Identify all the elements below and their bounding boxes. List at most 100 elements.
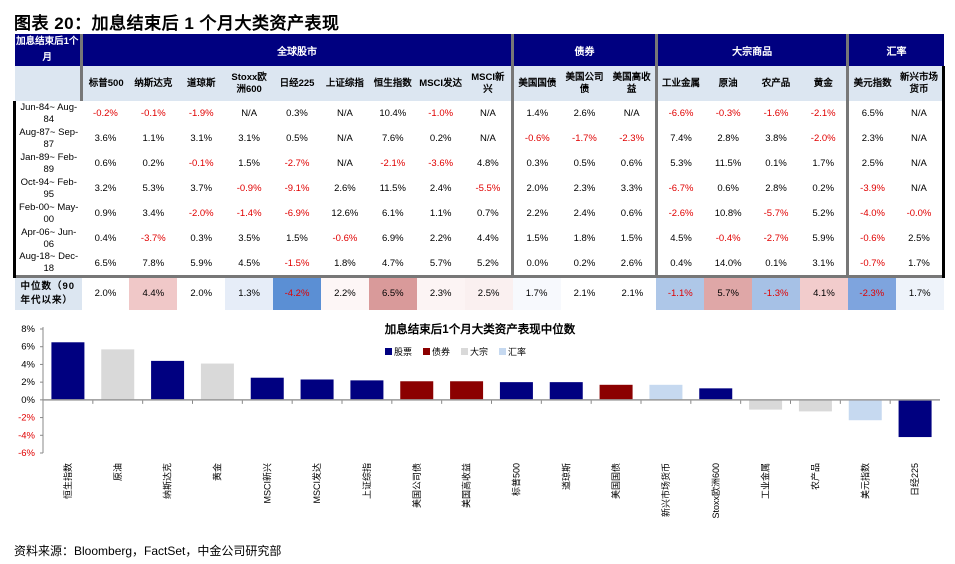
column-header: 黄金 (800, 66, 848, 101)
median-cell: 2.3% (416, 275, 465, 310)
value-cell: N/A (623, 108, 640, 119)
value-cell: 3.3% (620, 183, 643, 194)
period-cell: Apr-06~ Jun-06 (13, 226, 82, 251)
x-tick-label: 美国高收益 (461, 463, 472, 508)
bar (898, 399, 932, 438)
column-header: 美国高收益 (608, 66, 657, 101)
value-cell: -5.5% (475, 183, 501, 194)
value-cell: -0.1% (188, 158, 214, 169)
value-cell: -0.0% (895, 201, 946, 226)
x-tick-label: 原油 (112, 463, 123, 481)
value-cell: 5.9% (190, 257, 213, 269)
corner-header-blank (14, 66, 83, 101)
column-header: MSCI发达 (416, 66, 465, 101)
value-cell: -9.1% (284, 183, 310, 194)
value-cell: 10.4% (379, 108, 407, 119)
value-cell: 0.3% (286, 108, 308, 119)
value-cell: 0.6% (620, 158, 643, 169)
value-cell: -1.9% (188, 108, 214, 119)
value-cell: 2.6% (573, 108, 596, 119)
median-cell: -1.3% (752, 275, 800, 310)
value-cell: 3.7% (190, 183, 213, 194)
value-cell: 4.5% (654, 226, 705, 251)
column-header: Stoxx欧洲600 (225, 66, 274, 101)
x-tick-label: 道琼斯 (560, 463, 571, 490)
value-cell: 0.3% (511, 151, 561, 176)
value-cell: 1.7% (812, 158, 835, 169)
value-cell: -2.7% (763, 233, 789, 244)
median-cell: 2.0% (177, 275, 226, 310)
table-row: Feb-00~ May-00 0.9% 3.4% -2.0% -1.4% -6.9% 12.… (13, 201, 946, 226)
value-cell: 0.6% (620, 208, 643, 219)
x-tick-label: Stoxx欧洲600 (710, 463, 721, 519)
value-cell: N/A (479, 108, 496, 119)
period-cell: Jun-84~ Aug-84 (13, 101, 82, 126)
value-cell: 0.3% (190, 233, 213, 244)
bar (350, 380, 384, 400)
median-cell: 2.5% (464, 275, 513, 310)
x-tick-label: 上证综指 (361, 463, 372, 499)
x-tick-label: 工业金属 (760, 463, 771, 499)
bar (649, 384, 683, 400)
column-header: 日经225 (273, 66, 321, 101)
median-cell: 2.1% (560, 275, 609, 310)
value-cell: 1.7% (895, 251, 946, 277)
value-cell: 1.4% (511, 101, 561, 126)
value-cell: N/A (895, 126, 946, 151)
value-cell: N/A (336, 158, 353, 169)
value-cell: -2.3% (619, 133, 645, 144)
legend-swatch (385, 348, 392, 355)
value-cell: 0.1% (765, 158, 787, 169)
legend-label: 汇率 (508, 346, 526, 357)
table-row: Apr-06~ Jun-06 0.4% -3.7% 0.3% 3.5% 1.5% -0.6%… (13, 226, 946, 251)
value-cell: -0.9% (236, 183, 262, 194)
x-tick-label: 美元指数 (859, 463, 870, 499)
median-cell: 1.3% (225, 275, 274, 310)
value-cell: 1.8% (573, 233, 596, 244)
value-cell: 0.2% (142, 158, 165, 169)
x-tick-label: 美国国债 (610, 463, 621, 499)
group-header: 汇率 (846, 34, 944, 66)
value-cell: 3.8% (765, 133, 787, 144)
value-cell: 3.2% (94, 183, 117, 194)
median-row: 中位数（90年代以来） 2.0% 4.4% 2.0% 1.3% -4.2% 2.2% 6.5%… (14, 275, 944, 310)
value-cell: 10.8% (714, 208, 742, 219)
median-cell: -4.2% (273, 275, 321, 310)
value-cell: -3.6% (428, 158, 454, 169)
value-cell: 11.5% (379, 183, 406, 194)
value-cell: 7.8% (142, 257, 165, 269)
value-cell: -2.1% (810, 108, 836, 119)
period-cell: Aug-18~ Dec-18 (13, 251, 82, 277)
value-cell: -2.0% (188, 208, 214, 219)
value-cell: N/A (895, 176, 946, 201)
group-header-row: 加息结束后1个月 全球股市 债券 大宗商品 汇率 (14, 34, 944, 66)
value-cell: -1.4% (236, 208, 262, 219)
value-cell: 2.4% (573, 208, 596, 219)
value-cell: -2.1% (380, 158, 406, 169)
x-tick-label: 日经225 (909, 463, 920, 496)
corner-header: 加息结束后1个月 (14, 34, 83, 66)
table-row: Aug-87~ Sep-87 3.6% 1.1% 3.1% 3.1% 0.5% N/A 7.6… (13, 126, 946, 151)
value-cell: -0.7% (846, 251, 896, 277)
x-tick-label: 农产品 (809, 463, 820, 490)
value-cell: 2.8% (765, 183, 787, 194)
x-tick-label: 恒生指数 (62, 463, 73, 499)
y-tick-label: -4% (18, 430, 35, 441)
value-cell: 3.1% (238, 133, 260, 144)
value-cell: N/A (336, 108, 353, 119)
value-cell: 4.7% (381, 257, 404, 269)
y-tick-label: 2% (21, 377, 35, 388)
y-tick-label: 6% (21, 342, 35, 353)
value-cell: 5.2% (812, 208, 835, 219)
value-cell: 0.0% (511, 251, 561, 277)
asset-performance-table: 加息结束后1个月 全球股市 债券 大宗商品 汇率 标普500 纳斯达克 道琼斯 Stoxx欧… (13, 34, 946, 310)
legend-label: 大宗 (470, 346, 488, 357)
value-cell: -0.6% (846, 226, 896, 251)
value-cell: 1.5% (286, 233, 308, 244)
value-cell: 5.3% (654, 151, 705, 176)
value-cell: -1.0% (428, 108, 454, 119)
value-cell: -0.3% (715, 108, 741, 119)
table-row: Jan-89~ Feb-89 0.6% 0.2% -0.1% 1.5% -2.7% N/A -… (13, 151, 946, 176)
column-header: 恒生指数 (368, 66, 417, 101)
